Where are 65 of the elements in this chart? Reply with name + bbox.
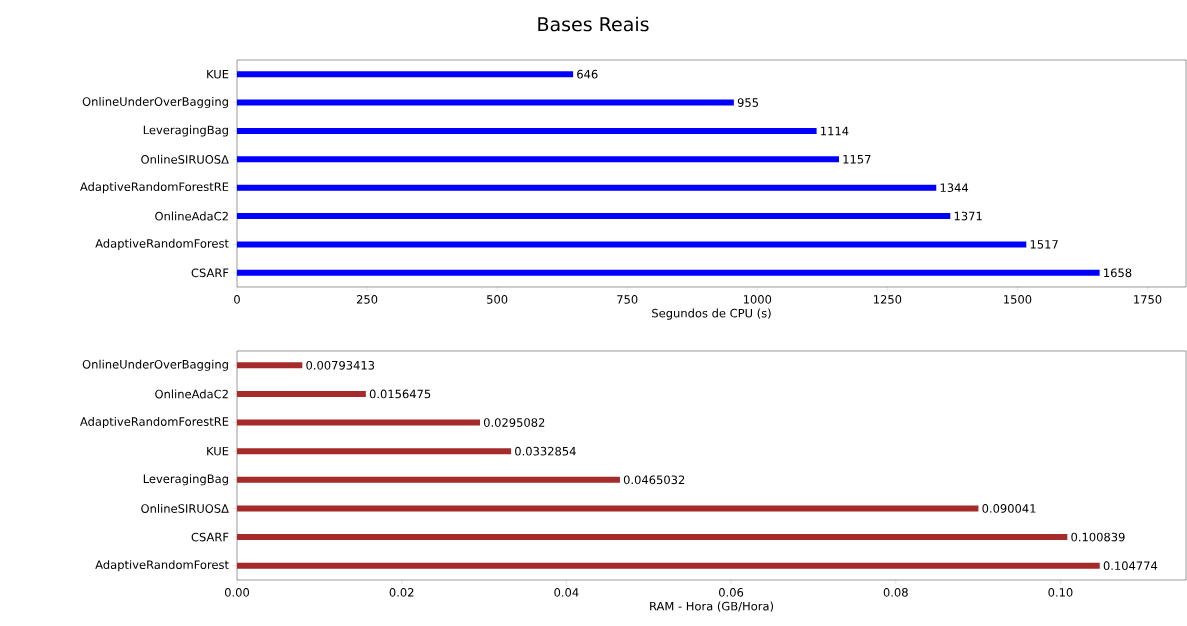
x-tick-label: 500 (487, 295, 508, 304)
x-tick-label: 1250 (874, 295, 902, 304)
data-label: 0.00793413 (306, 360, 375, 370)
y-tick-label: AdaptiveRandomForestRE (80, 182, 229, 194)
data-label: 0.104774 (1103, 561, 1158, 571)
data-label: 0.0332854 (515, 446, 576, 456)
bar (237, 505, 979, 512)
x-tick-label: 1750 (1134, 295, 1162, 304)
y-tick-label: OnlineAdaC2 (155, 389, 228, 399)
y-tick-label: KUE (207, 69, 229, 79)
bar (237, 390, 366, 397)
data-label: 1371 (954, 211, 982, 221)
bar (237, 127, 817, 134)
x-tick-label: 0.02 (389, 588, 414, 597)
x-tick-label: 0.08 (883, 588, 908, 597)
y-tick-label: LeveragingBag (143, 474, 228, 486)
data-label: 1157 (843, 155, 871, 164)
bar (237, 156, 839, 163)
bar (237, 99, 734, 106)
y-tick-label: CSARF (191, 532, 229, 542)
y-tick-label: KUE (207, 446, 229, 456)
y-tick-label: OnlineSIRUOSΔ (141, 154, 229, 164)
x-tick-label: 0.00 (224, 588, 250, 597)
x-tick-label: 0.06 (719, 588, 744, 597)
y-tick-label: OnlineUnderOverBagging (82, 97, 228, 109)
data-label: 0.0156475 (369, 389, 431, 399)
x-tick-label: 0.04 (554, 588, 579, 597)
y-tick-label: OnlineSIRUOSΔ (141, 503, 229, 513)
y-tick-label: AdaptiveRandomForest (95, 560, 229, 572)
data-label: 1114 (821, 126, 849, 136)
x-axis-title: RAM - Hora (GB/Hora) (650, 601, 774, 612)
bar (237, 213, 951, 220)
x-tick-label: 1500 (1004, 295, 1032, 304)
y-tick-label: OnlineUnderOverBagging (82, 359, 228, 371)
bar (237, 269, 1100, 276)
bar (237, 71, 574, 78)
x-tick-label: 1000 (743, 295, 772, 304)
data-label: 1344 (940, 183, 969, 193)
data-label: 955 (737, 98, 759, 107)
bar (237, 562, 1100, 569)
bar (237, 184, 937, 191)
chart-title: Bases Reais (538, 16, 649, 32)
x-tick-label: 0 (234, 295, 240, 304)
bar (237, 241, 1027, 248)
bar (237, 419, 480, 426)
y-tick-label: CSARF (191, 268, 229, 278)
data-label: 0.090041 (982, 504, 1036, 513)
y-tick-label: AdaptiveRandomForestRE (80, 417, 229, 429)
y-tick-label: AdaptiveRandomForest (95, 238, 229, 250)
x-axis-title: Segundos de CPU (s) (652, 308, 771, 320)
bar (237, 362, 303, 369)
x-tick-label: 0.10 (1048, 588, 1073, 597)
data-label: 1517 (1030, 240, 1058, 249)
data-label: 0.0295082 (483, 418, 545, 427)
x-tick-label: 250 (356, 295, 378, 304)
y-tick-label: OnlineAdaC2 (155, 211, 228, 221)
bar (237, 448, 512, 455)
y-tick-label: LeveragingBag (143, 125, 228, 137)
bar (237, 476, 620, 483)
bar (237, 534, 1068, 541)
data-label: 0.100839 (1071, 532, 1125, 542)
data-label: 646 (577, 69, 598, 79)
data-label: 0.0465032 (623, 475, 685, 485)
x-tick-label: 750 (617, 295, 638, 304)
data-label: 1658 (1104, 268, 1132, 278)
